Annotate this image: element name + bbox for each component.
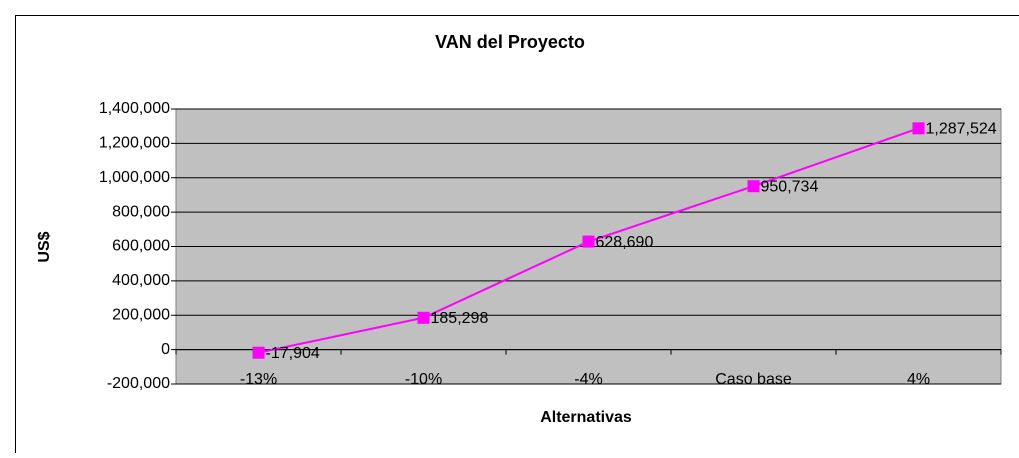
marker [748,180,760,192]
marker [253,347,265,359]
x-tick-label: -4% [574,371,602,388]
chart-title: VAN del Proyecto [435,32,585,52]
y-tick-label: 400,000 [112,272,170,289]
y-tick-label: 0 [161,341,170,358]
marker [913,122,925,134]
x-tick-label: Caso base [715,371,792,388]
marker [418,312,430,324]
x-tick-label: -13% [240,371,277,388]
data-label: -17,904 [266,345,320,362]
y-tick-label: -200,000 [107,375,170,392]
data-label: 185,298 [431,310,489,327]
y-tick-label: 800,000 [112,203,170,220]
y-tick-label: 200,000 [112,306,170,323]
x-tick-label: 4% [907,371,930,388]
y-tick-label: 1,200,000 [99,135,170,152]
data-label: 1,287,524 [926,121,997,138]
x-tick-label: -10% [405,371,442,388]
x-axis-label: Alternativas [540,409,632,426]
marker [583,236,595,248]
y-tick-label: 1,400,000 [99,100,170,117]
y-tick-label: 1,000,000 [99,169,170,186]
y-axis-label: US$ [36,231,53,262]
data-label: 628,690 [596,234,654,251]
data-label: 950,734 [761,178,819,195]
y-tick-label: 600,000 [112,238,170,255]
